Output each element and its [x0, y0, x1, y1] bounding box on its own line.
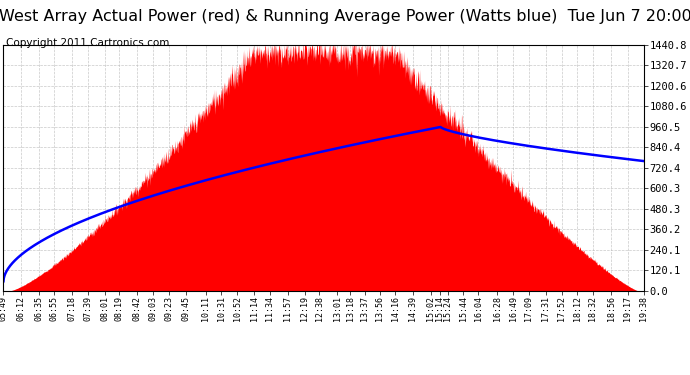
Text: Copyright 2011 Cartronics.com: Copyright 2011 Cartronics.com: [6, 38, 169, 48]
Text: West Array Actual Power (red) & Running Average Power (Watts blue)  Tue Jun 7 20: West Array Actual Power (red) & Running …: [0, 9, 690, 24]
